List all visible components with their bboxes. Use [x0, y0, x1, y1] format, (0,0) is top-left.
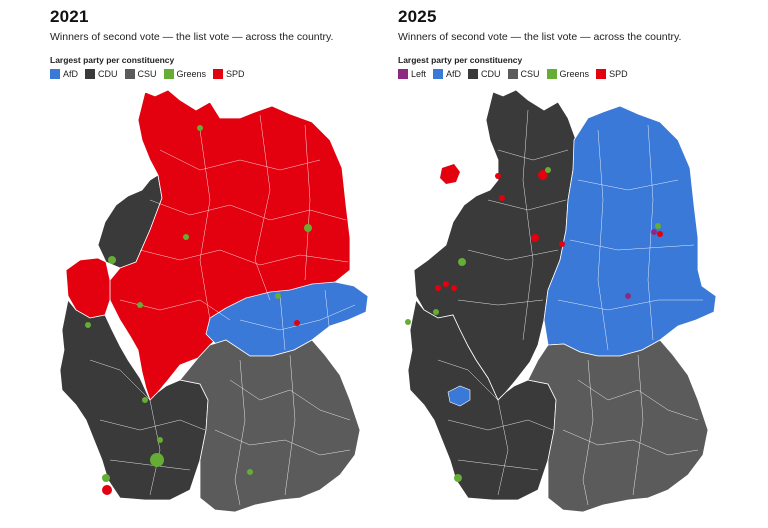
greens-spot[interactable] — [454, 474, 462, 482]
legend-swatch-spd — [213, 69, 224, 79]
spd-spot[interactable] — [435, 285, 441, 291]
greens-spot[interactable] — [157, 437, 163, 443]
greens-spot[interactable] — [142, 397, 148, 403]
legend: AfD CDU CSU Greens SPD — [50, 69, 245, 79]
spd-spot[interactable] — [451, 285, 457, 291]
greens-constituencies — [405, 167, 661, 482]
legend-label: AfD — [446, 69, 462, 79]
legend-item-greens: Greens — [163, 69, 207, 79]
germany-map-2021 — [59, 89, 369, 513]
legend-item-greens: Greens — [546, 69, 590, 79]
legend-item-csu: CSU — [124, 69, 157, 79]
map-panel-2021: 2021 Winners of second vote — the list v… — [50, 0, 400, 528]
spd-spot[interactable] — [559, 241, 565, 247]
left-constituencies — [625, 229, 657, 299]
map-subtitle: Winners of second vote — the list vote —… — [398, 31, 682, 43]
greens-spot[interactable] — [183, 234, 189, 240]
region-afd-east[interactable] — [543, 105, 717, 357]
legend-swatch-spd — [596, 69, 607, 79]
legend-item-spd: SPD — [596, 69, 628, 79]
legend-label: SPD — [226, 69, 245, 79]
legend-label: CDU — [481, 69, 501, 79]
legend-label: Greens — [176, 69, 207, 79]
greens-spot[interactable] — [655, 223, 661, 229]
region-spd-west[interactable] — [65, 257, 111, 319]
map-panel-2025: 2025 Winners of second vote — the list v… — [398, 0, 748, 528]
spd-spot[interactable] — [440, 164, 460, 184]
legend-label: CSU — [137, 69, 157, 79]
greens-spot[interactable] — [85, 322, 91, 328]
greens-spot[interactable] — [108, 256, 116, 264]
spd-spot[interactable] — [531, 234, 539, 242]
region-csu-bavaria[interactable] — [179, 339, 361, 513]
legend-label: CSU — [520, 69, 540, 79]
legend-swatch-afd — [433, 69, 444, 79]
legend-item-left: Left — [398, 69, 426, 79]
spd-spot[interactable] — [294, 320, 300, 326]
legend-label: CDU — [98, 69, 118, 79]
greens-spot[interactable] — [275, 293, 281, 299]
left-spot[interactable] — [651, 229, 657, 235]
constituency-borders — [437, 109, 703, 506]
spd-constituencies — [435, 164, 663, 291]
constituency-borders — [89, 114, 356, 506]
region-csu-bavaria[interactable] — [527, 339, 709, 513]
spd-constituencies-south — [102, 320, 300, 495]
legend: Left AfD CDU CSU Greens SPD — [398, 69, 628, 79]
germany-map-2025 — [405, 89, 717, 513]
greens-spot[interactable] — [150, 453, 164, 467]
region-afd-southwest[interactable] — [447, 385, 471, 407]
legend-swatch-left — [398, 69, 408, 79]
greens-spot[interactable] — [405, 319, 411, 325]
greens-spot[interactable] — [304, 224, 312, 232]
legend-swatch-csu — [124, 69, 135, 79]
greens-spot[interactable] — [458, 258, 466, 266]
legend-label: Greens — [559, 69, 590, 79]
legend-title: Largest party per constituency — [50, 55, 175, 65]
legend-swatch-cdu — [85, 69, 96, 79]
legend-label: AfD — [63, 69, 79, 79]
greens-spot[interactable] — [137, 302, 143, 308]
legend-item-afd: AfD — [50, 69, 78, 79]
greens-spot[interactable] — [545, 167, 551, 173]
left-spot[interactable] — [625, 293, 631, 299]
legend-swatch-greens — [546, 69, 557, 79]
greens-spot[interactable] — [102, 474, 110, 482]
legend-swatch-csu — [507, 69, 518, 79]
legend-item-csu: CSU — [507, 69, 540, 79]
legend-item-afd: AfD — [433, 69, 461, 79]
spd-spot[interactable] — [657, 231, 663, 237]
legend-item-cdu: CDU — [468, 69, 501, 79]
greens-constituencies — [85, 125, 312, 482]
greens-spot[interactable] — [197, 125, 203, 131]
legend-swatch-cdu — [468, 69, 479, 79]
legend-title: Largest party per constituency — [398, 55, 523, 65]
spd-spot[interactable] — [499, 195, 505, 201]
spd-spot[interactable] — [102, 485, 112, 495]
map-year-title: 2025 — [398, 7, 437, 26]
greens-spot[interactable] — [247, 469, 253, 475]
spd-spot[interactable] — [538, 170, 548, 180]
spd-spot[interactable] — [495, 173, 501, 179]
greens-spot[interactable] — [433, 309, 439, 315]
legend-label: SPD — [609, 69, 628, 79]
spd-spot[interactable] — [443, 281, 449, 287]
legend-item-spd: SPD — [213, 69, 245, 79]
legend-swatch-afd — [50, 69, 60, 79]
legend-label: Left — [411, 69, 427, 79]
map-year-title: 2021 — [50, 7, 89, 26]
map-subtitle: Winners of second vote — the list vote —… — [50, 31, 334, 43]
legend-swatch-greens — [163, 69, 174, 79]
legend-item-cdu: CDU — [85, 69, 118, 79]
